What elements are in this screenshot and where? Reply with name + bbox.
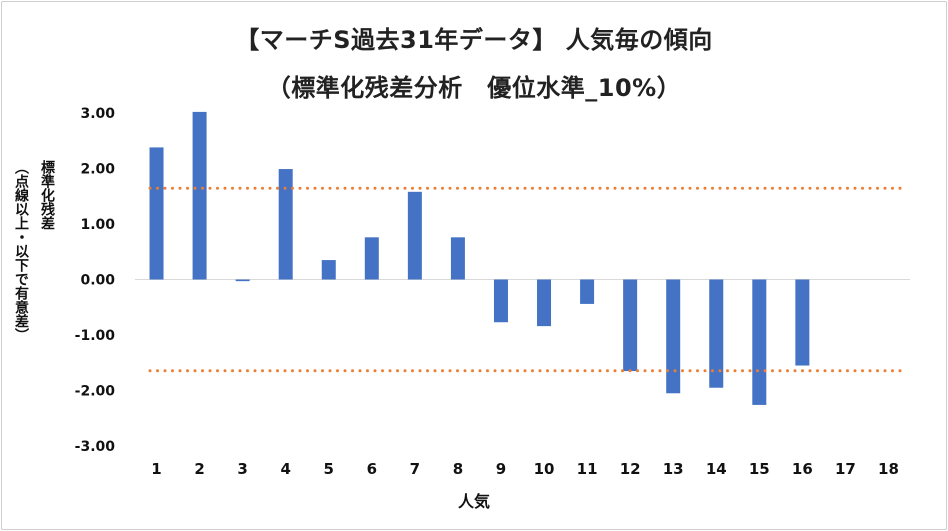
y-tick-label: 1.00 xyxy=(80,217,115,233)
x-tick-label: 15 xyxy=(749,460,770,478)
x-tick-label: 11 xyxy=(577,460,598,478)
bar-11 xyxy=(580,279,595,304)
y-tick-label: -1.00 xyxy=(75,328,116,344)
x-tick-label: 13 xyxy=(663,460,684,478)
y-axis-note: （点線以上・以下で有意差） xyxy=(13,160,29,342)
y-tick-label: 3.00 xyxy=(80,106,115,122)
bar-2 xyxy=(192,111,207,280)
x-tick-label: 4 xyxy=(280,460,290,478)
y-tick-label: 0.00 xyxy=(80,273,115,289)
x-tick-label: 16 xyxy=(792,460,813,478)
bar-4 xyxy=(278,169,293,280)
bar-13 xyxy=(666,279,681,394)
x-tick-label: 18 xyxy=(878,460,899,478)
y-axis-label: 標準化残差 xyxy=(39,160,55,230)
x-tick-label: 2 xyxy=(194,460,204,478)
x-tick-label: 1 xyxy=(151,460,161,478)
y-axis-label-group: 標準化残差 （点線以上・以下で有意差） xyxy=(10,160,70,420)
bar-14 xyxy=(709,279,724,388)
y-tick-label: -3.00 xyxy=(75,439,116,455)
bar-6 xyxy=(364,237,379,280)
bar-3 xyxy=(235,279,250,282)
y-tick-label: 2.00 xyxy=(80,162,115,178)
x-tick-label: 3 xyxy=(237,460,247,478)
bar-12 xyxy=(623,279,638,372)
x-tick-label: 12 xyxy=(620,460,641,478)
x-tick-label: 6 xyxy=(367,460,377,478)
x-tick-label: 5 xyxy=(324,460,334,478)
x-tick-label: 7 xyxy=(410,460,420,478)
chart-title: 【マーチS過去31年データ】 人気毎の傾向 xyxy=(235,26,713,54)
bar-10 xyxy=(537,279,552,327)
x-tick-label: 10 xyxy=(534,460,555,478)
bar-15 xyxy=(752,279,767,405)
bar-8 xyxy=(450,237,465,280)
chart-subtitle: （標準化残差分析 優位水準_10%） xyxy=(266,74,682,102)
x-axis-label: 人気 xyxy=(457,492,490,511)
bar-7 xyxy=(407,191,422,280)
x-tick-label: 8 xyxy=(453,460,463,478)
bar-16 xyxy=(795,279,810,366)
x-tick-label: 14 xyxy=(706,460,727,478)
y-tick-label: -2.00 xyxy=(75,384,116,400)
bar-9 xyxy=(493,279,508,323)
bar-5 xyxy=(321,260,336,280)
x-tick-label: 9 xyxy=(496,460,506,478)
x-tick-label: 17 xyxy=(835,460,856,478)
bar-1 xyxy=(149,147,164,280)
